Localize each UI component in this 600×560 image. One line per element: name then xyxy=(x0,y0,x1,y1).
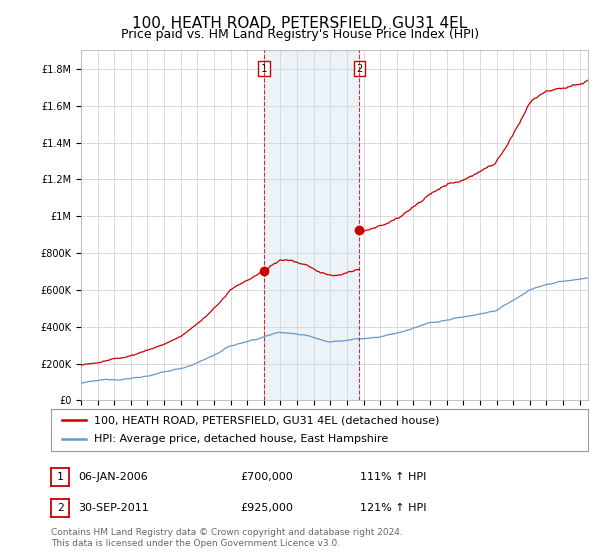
Text: 2: 2 xyxy=(356,64,362,74)
Bar xyxy=(264,50,359,400)
Text: £700,000: £700,000 xyxy=(240,472,293,482)
Text: 100, HEATH ROAD, PETERSFIELD, GU31 4EL: 100, HEATH ROAD, PETERSFIELD, GU31 4EL xyxy=(133,16,467,31)
Text: 121% ↑ HPI: 121% ↑ HPI xyxy=(360,503,427,513)
Text: 2: 2 xyxy=(56,503,64,513)
Text: £925,000: £925,000 xyxy=(240,503,293,513)
Text: 100, HEATH ROAD, PETERSFIELD, GU31 4EL (detached house): 100, HEATH ROAD, PETERSFIELD, GU31 4EL (… xyxy=(94,415,439,425)
Text: 1: 1 xyxy=(56,472,64,482)
Text: HPI: Average price, detached house, East Hampshire: HPI: Average price, detached house, East… xyxy=(94,435,388,445)
Text: Contains HM Land Registry data © Crown copyright and database right 2024.
This d: Contains HM Land Registry data © Crown c… xyxy=(51,528,403,548)
Text: 1: 1 xyxy=(261,64,268,74)
Text: 111% ↑ HPI: 111% ↑ HPI xyxy=(360,472,427,482)
Text: 06-JAN-2006: 06-JAN-2006 xyxy=(78,472,148,482)
Text: Price paid vs. HM Land Registry's House Price Index (HPI): Price paid vs. HM Land Registry's House … xyxy=(121,28,479,41)
Text: 30-SEP-2011: 30-SEP-2011 xyxy=(78,503,149,513)
